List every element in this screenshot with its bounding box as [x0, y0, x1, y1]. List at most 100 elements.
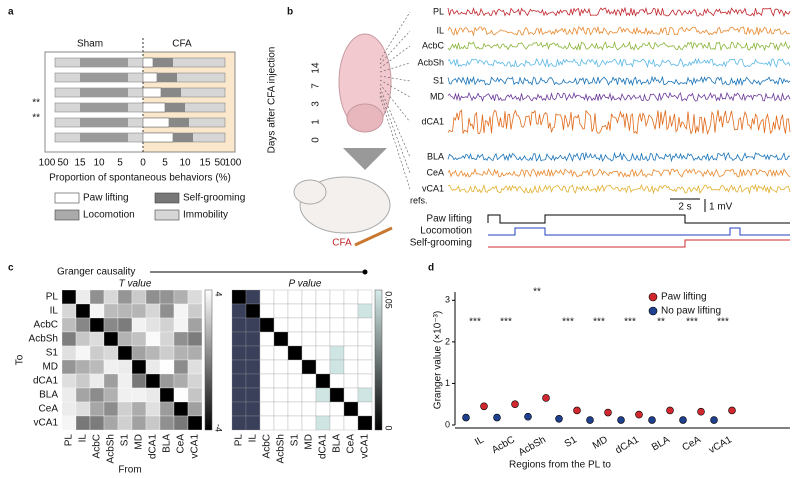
- matrix-cell: [273, 317, 289, 333]
- panel-label: a: [8, 7, 14, 18]
- matrix-cell: [145, 289, 161, 305]
- matrix-cell: [159, 345, 175, 361]
- matrix-cell: [187, 331, 203, 347]
- dot: [573, 406, 581, 415]
- matrix-cell: [329, 317, 345, 333]
- matrix-cell: [61, 331, 77, 347]
- legend-label: Paw lifting: [661, 292, 707, 303]
- region-label: AcbSh: [417, 57, 444, 67]
- col-label: IL: [248, 434, 259, 443]
- significance: **: [32, 113, 40, 124]
- matrix-cell: [131, 387, 147, 403]
- row-bar: [80, 58, 128, 67]
- matrix-cell: [315, 289, 331, 305]
- matrix-cell: [245, 359, 261, 375]
- matrix-cell: [329, 289, 345, 305]
- x-tick-label: IL: [473, 434, 486, 448]
- matrix-cell: [315, 415, 331, 431]
- matrix-cell: [75, 303, 91, 319]
- matrix-cell: [343, 401, 359, 417]
- matrix-cell: [329, 387, 345, 403]
- matrix-cell: [173, 289, 189, 305]
- behavior-trace: [487, 214, 790, 224]
- matrix-cell: [315, 345, 331, 361]
- col-label: IL: [78, 434, 89, 443]
- matrix-cell: [117, 373, 133, 389]
- lfp-trace: [447, 109, 791, 136]
- colorbar-label: -4: [214, 424, 224, 432]
- row-label: BLA: [39, 390, 58, 401]
- x-tick-label: MD: [591, 434, 610, 451]
- matrix-cell: [103, 345, 119, 361]
- matrix-cell: [103, 387, 119, 403]
- matrix-cell: [259, 289, 275, 305]
- matrix-cell: [259, 387, 275, 403]
- significance: ***: [624, 317, 636, 328]
- group-label: Sham: [77, 39, 103, 50]
- matrix-cell: [259, 303, 275, 319]
- matrix-cell: [301, 303, 317, 319]
- matrix-cell: [159, 401, 175, 417]
- matrix-cell: [117, 331, 133, 347]
- lfp-trace: [447, 183, 791, 195]
- behavior-trace: [488, 239, 790, 248]
- matrix-cell: [329, 415, 345, 431]
- matrix-cell: [131, 373, 147, 389]
- matrix-cell: [187, 303, 203, 319]
- matrix-cell: [159, 317, 175, 333]
- matrix-cell: [103, 401, 119, 417]
- matrix-cell: [301, 401, 317, 417]
- matrix-cell: [329, 345, 345, 361]
- row-bar: [54, 57, 226, 68]
- matrix-cell: [287, 345, 303, 361]
- syringe: [354, 226, 393, 247]
- matrix-cell: [117, 317, 133, 333]
- matrix-cell: [145, 359, 161, 375]
- matrix-cell: [75, 387, 91, 403]
- region-label: vCA1: [422, 183, 444, 193]
- matrix-cell: [89, 289, 105, 305]
- matrix-cell: [103, 303, 119, 319]
- row-bar: [80, 118, 128, 127]
- col-label: PL: [64, 434, 75, 447]
- matrix-cell: [287, 359, 303, 375]
- matrix-cell: [343, 317, 359, 333]
- matrix-title: P value: [289, 279, 322, 290]
- col-label: dCA1: [318, 434, 329, 459]
- matrix-cell: [287, 331, 303, 347]
- matrix-cell: [173, 359, 189, 375]
- row-label: vCA1: [34, 418, 59, 429]
- matrix-cell: [329, 303, 345, 319]
- matrix-cell: [131, 345, 147, 361]
- matrix-cell: [187, 387, 203, 403]
- row-label: CeA: [39, 404, 59, 415]
- matrix-cell: [89, 359, 105, 375]
- matrix-cell: [117, 359, 133, 375]
- col-label: CeA: [346, 434, 357, 454]
- matrix-cell: [61, 317, 77, 333]
- lfp-trace: [447, 6, 791, 18]
- legend-label: Locomotion: [83, 210, 135, 221]
- y-tick-label: 0: [445, 419, 450, 429]
- matrix-cell: [259, 401, 275, 417]
- colorbar-label: 4: [214, 291, 224, 296]
- axis-label: Days after CFA injection: [267, 47, 278, 154]
- matrix-cell: [75, 289, 91, 305]
- cfa-label: CFA: [332, 238, 352, 249]
- matrix-cell: [357, 373, 373, 389]
- matrix-cell: [343, 331, 359, 347]
- matrix-cell: [259, 331, 275, 347]
- matrix-cell: [103, 415, 119, 431]
- matrix-cell: [131, 359, 147, 375]
- matrix-cell: [61, 359, 77, 375]
- matrix-cell: [117, 401, 133, 417]
- matrix-title: T value: [119, 279, 152, 290]
- row-bar: [142, 132, 174, 143]
- matrix-cell: [245, 345, 261, 361]
- col-label: PL: [234, 434, 245, 447]
- lfp-trace: [447, 57, 791, 69]
- behavior-label: Self-grooming: [410, 238, 472, 249]
- matrix-cell: [245, 303, 261, 319]
- matrix-cell: [75, 345, 91, 361]
- matrix-cell: [287, 415, 303, 431]
